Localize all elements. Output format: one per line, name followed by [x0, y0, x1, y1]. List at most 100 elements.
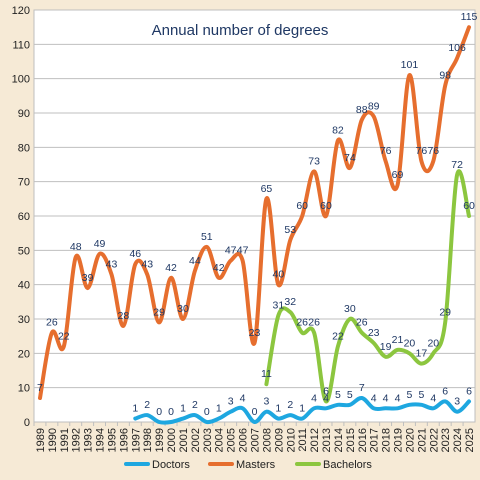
data-label-masters: 76	[416, 145, 428, 157]
x-tick-label: 2000	[166, 428, 178, 452]
data-label-masters: 74	[344, 152, 356, 164]
x-tick-label: 2006	[238, 428, 250, 452]
data-label-masters: 43	[141, 258, 153, 270]
x-tick-label: 1993	[83, 428, 95, 452]
series-line-bachelors	[264, 169, 471, 404]
data-label-masters: 29	[153, 306, 165, 318]
data-label-masters: 51	[201, 231, 213, 243]
x-tick-label: 1995	[106, 428, 118, 452]
data-label-bachelors: 29	[439, 306, 451, 318]
data-label-doctors: 4	[430, 392, 436, 404]
x-tick-label: 2020	[404, 428, 416, 452]
data-label-bachelors: 20	[404, 337, 416, 349]
data-label-bachelors: 21	[392, 334, 404, 346]
data-label-masters: 42	[165, 262, 177, 274]
series-line-masters	[38, 25, 471, 400]
series-line-doctors	[133, 396, 471, 425]
data-label-doctors: 0	[168, 406, 174, 418]
data-label-masters: 82	[332, 124, 344, 136]
data-label-masters: 73	[308, 155, 320, 167]
data-label-bachelors: 6	[323, 385, 329, 397]
data-label-doctors: 3	[263, 396, 269, 408]
data-label-doctors: 2	[287, 399, 293, 411]
data-label-masters: 47	[237, 245, 249, 257]
x-tick-label: 2017	[369, 428, 381, 452]
y-tick-label: 110	[12, 39, 30, 51]
data-label-doctors: 5	[407, 389, 413, 401]
data-label-masters: 101	[401, 59, 419, 71]
data-label-masters: 89	[368, 100, 380, 112]
data-label-bachelors: 26	[296, 317, 308, 329]
data-label-bachelors: 23	[368, 327, 380, 339]
x-tick-label: 2022	[428, 428, 440, 452]
x-tick-label: 2010	[285, 428, 297, 452]
x-tick-label: 2004	[214, 428, 226, 452]
data-label-bachelors: 22	[332, 330, 344, 342]
y-tick-label: 100	[12, 74, 30, 86]
data-label-doctors: 6	[466, 385, 472, 397]
data-label-masters: 69	[392, 169, 404, 181]
y-tick-label: 120	[12, 5, 30, 17]
data-label-doctors: 1	[216, 403, 222, 415]
x-tick-label: 1999	[154, 428, 166, 452]
x-tick-label: 2023	[440, 428, 452, 452]
x-tick-label: 2011	[297, 428, 309, 452]
data-label-doctors: 5	[418, 389, 424, 401]
y-tick-label: 80	[18, 142, 30, 154]
data-label-masters: 26	[46, 317, 58, 329]
data-label-bachelors: 32	[284, 296, 296, 308]
x-tick-label: 2024	[452, 428, 464, 452]
data-label-masters: 30	[177, 303, 189, 315]
y-tick-label: 30	[18, 314, 30, 326]
x-tick-label: 1992	[71, 428, 83, 452]
data-label-bachelors: 26	[356, 317, 368, 329]
x-tick-label: 2009	[273, 428, 285, 452]
data-label-masters: 98	[439, 70, 451, 82]
x-tick-label: 1990	[47, 428, 59, 452]
x-tick-label: 2003	[202, 428, 214, 452]
x-tick-label: 2018	[381, 428, 393, 452]
data-label-bachelors: 19	[380, 341, 392, 353]
data-label-masters: 23	[249, 327, 261, 339]
chart-title: Annual number of degrees	[152, 22, 329, 39]
x-tick-label: 2012	[309, 428, 321, 452]
data-label-doctors: 4	[323, 392, 329, 404]
data-label-masters: 48	[70, 241, 82, 253]
data-label-bachelors: 17	[416, 348, 428, 360]
x-tick-label: 2015	[345, 428, 357, 452]
legend: Doctors Masters Bachelors	[124, 459, 372, 471]
x-tick-label: 1991	[59, 428, 71, 452]
data-label-masters: 60	[320, 200, 332, 212]
x-tick-label: 2007	[250, 428, 262, 452]
data-label-masters: 47	[225, 245, 237, 257]
data-label-masters: 46	[129, 248, 141, 260]
x-tick-label: 2001	[178, 428, 190, 452]
data-label-doctors: 6	[442, 385, 448, 397]
data-label-masters: 60	[296, 200, 308, 212]
y-tick-label: 70	[18, 177, 30, 189]
x-tick-label: 1994	[95, 428, 107, 452]
x-tick-label: 2008	[261, 428, 273, 452]
data-label-masters: 22	[58, 330, 70, 342]
data-label-masters: 76	[427, 145, 439, 157]
data-label-doctors: 1	[180, 403, 186, 415]
data-label-masters: 115	[461, 11, 478, 23]
data-label-bachelors: 11	[261, 368, 272, 380]
x-tick-label: 2025	[464, 428, 476, 452]
data-label-masters: 88	[356, 104, 368, 116]
data-label-bachelors: 31	[272, 300, 284, 312]
y-tick-label: 20	[18, 348, 30, 360]
legend-label-masters: Masters	[236, 459, 276, 471]
data-label-doctors: 7	[359, 382, 365, 394]
x-tick-label: 2014	[333, 428, 345, 452]
x-tick-label: 2013	[321, 428, 333, 452]
data-label-masters: 53	[284, 224, 296, 236]
data-label-bachelors: 30	[344, 303, 356, 315]
data-label-masters: 39	[82, 272, 94, 284]
data-label-doctors: 0	[204, 406, 210, 418]
data-label-masters: 42	[213, 262, 225, 274]
data-label-doctors: 2	[144, 399, 150, 411]
data-label-bachelors: 60	[463, 200, 475, 212]
